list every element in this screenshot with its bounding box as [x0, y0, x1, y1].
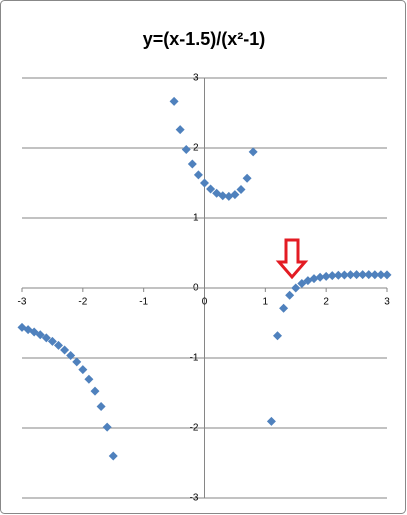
data-point — [181, 145, 191, 155]
data-point — [346, 270, 355, 280]
y-tick-label: 2 — [193, 143, 199, 154]
data-point — [333, 270, 343, 280]
data-point — [364, 270, 374, 280]
data-point — [90, 386, 100, 396]
data-point — [108, 451, 118, 461]
y-tick-label: 3 — [193, 73, 199, 84]
data-point — [84, 374, 94, 384]
data-point — [78, 365, 88, 375]
data-point — [218, 191, 228, 201]
data-point — [236, 185, 246, 195]
data-point — [370, 270, 380, 280]
data-point — [102, 422, 112, 432]
data-point — [200, 178, 209, 188]
x-tick-label: 3 — [384, 297, 390, 308]
data-point — [309, 274, 319, 284]
data-point — [206, 184, 216, 194]
y-tick-label: 1 — [193, 213, 199, 224]
data-point — [230, 190, 240, 200]
data-point — [327, 271, 337, 281]
data-point — [291, 283, 301, 293]
data-point — [242, 173, 252, 183]
data-point — [72, 357, 82, 367]
data-point — [47, 336, 57, 346]
data-point — [54, 340, 63, 350]
x-tick-label: -1 — [139, 297, 148, 308]
data-point — [382, 270, 392, 280]
data-point — [169, 96, 179, 106]
data-point — [60, 345, 70, 355]
x-tick-label: 2 — [323, 297, 329, 308]
y-tick-label: -3 — [190, 493, 199, 504]
data-point — [285, 290, 295, 300]
data-point — [376, 270, 386, 280]
data-point — [358, 270, 368, 280]
x-tick-label: -2 — [78, 297, 87, 308]
arrow-annotation — [275, 238, 309, 280]
data-point — [315, 272, 325, 282]
data-point — [352, 270, 362, 280]
data-point — [41, 333, 51, 343]
data-point — [339, 270, 349, 280]
data-point — [175, 125, 185, 135]
x-tick-label: -3 — [18, 297, 27, 308]
data-point — [187, 159, 197, 169]
x-tick-label: 1 — [263, 297, 269, 308]
data-point — [96, 402, 106, 412]
y-tick-label: -1 — [190, 353, 199, 364]
data-point — [193, 170, 203, 180]
chart-title: y=(x-1.5)/(x²-1) — [143, 29, 266, 49]
x-tick-label: 0 — [202, 297, 208, 308]
y-tick-label: -2 — [190, 423, 199, 434]
data-point — [266, 416, 276, 426]
data-point — [297, 279, 307, 289]
data-point — [321, 271, 331, 281]
data-point — [35, 330, 45, 340]
data-point — [66, 350, 76, 360]
data-point — [273, 331, 282, 341]
data-point — [248, 147, 258, 157]
data-point — [279, 303, 289, 313]
